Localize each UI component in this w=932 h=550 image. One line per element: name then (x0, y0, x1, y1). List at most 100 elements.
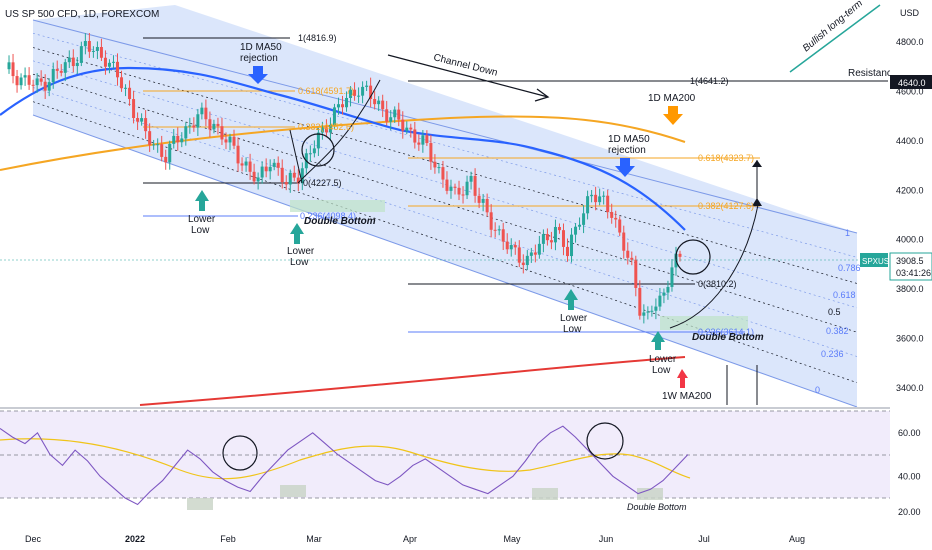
candle-body (83, 40, 87, 47)
candle-body (557, 226, 561, 231)
candle-body (224, 139, 228, 143)
candle-body (316, 132, 320, 149)
candle-body (570, 234, 574, 257)
candle-body (582, 213, 586, 225)
double-bottom-zone-1 (290, 200, 385, 212)
fib-label-f2-top: 1(4641.2) (690, 76, 729, 86)
candle-body (417, 142, 421, 145)
candle-body (272, 162, 276, 167)
candle-body (666, 286, 670, 293)
candle-body (300, 168, 304, 184)
candle-body (288, 172, 292, 185)
candle-body (23, 75, 27, 78)
candle-body (369, 85, 373, 100)
candle-body (136, 118, 140, 122)
rsi-zone-2 (280, 485, 306, 497)
arrow-up-green-icon (195, 190, 209, 211)
candle-body (509, 245, 513, 250)
candle-body (51, 68, 55, 83)
candle-body (156, 144, 160, 146)
highlight-circle-2 (675, 239, 711, 275)
candle-body (184, 126, 188, 139)
candle-body (236, 145, 240, 164)
candle-body (457, 187, 461, 195)
candle-body (642, 312, 646, 316)
channel-label-0236: 0.236 (821, 349, 844, 359)
candle-body (59, 70, 63, 73)
candle-body (164, 156, 168, 163)
candle-body (393, 109, 397, 118)
ma50-line (0, 66, 686, 231)
candle-body (658, 295, 662, 307)
arrow-down-blue-icon (615, 158, 635, 177)
candle-body (413, 129, 417, 143)
channel-label-0: 0 (815, 385, 820, 395)
candle-body (260, 166, 264, 178)
candle-body (670, 267, 674, 287)
candle-body (630, 257, 634, 260)
arrow-up-green-icon (564, 289, 578, 310)
fib-label-f2-236: 0.236(3614.1) (698, 327, 754, 337)
time-tick: Dec (25, 534, 42, 544)
candle-body (606, 195, 610, 213)
last-price-tag (889, 252, 932, 281)
candle-body (421, 135, 425, 145)
ma200-1d-line (0, 115, 686, 171)
candle-body (626, 250, 630, 258)
candle-body (521, 262, 525, 266)
time-tick: Mar (306, 534, 322, 544)
lower-low-3-line1: Lower (560, 313, 588, 324)
candle-body (244, 161, 248, 166)
candle-body (377, 100, 381, 105)
fib-label-f1-236: 0.236(4098.4) (300, 211, 356, 221)
candle-body (200, 107, 204, 115)
candle-body (208, 119, 212, 130)
candle-body (99, 47, 103, 58)
candle-body (240, 163, 244, 166)
price-tick: 4000.0 (896, 235, 924, 245)
candle-body (120, 77, 124, 89)
candle-body (232, 136, 236, 146)
lower-low-2-line1: Lower (287, 246, 315, 257)
candle-body (252, 171, 256, 182)
candle-body (172, 135, 176, 144)
time-tick: 2022 (125, 534, 145, 544)
candle-body (441, 167, 445, 180)
candle-body (437, 167, 441, 169)
fib-label-f2-618: 0.618(4323.7) (698, 153, 754, 163)
arrow-up-red-icon (677, 369, 688, 388)
candle-body (256, 177, 260, 182)
lower-low-4-line1: Lower (649, 354, 677, 365)
time-tick: May (503, 534, 521, 544)
candle-body (646, 311, 650, 313)
candle-body (349, 89, 353, 98)
time-axis[interactable] (0, 526, 932, 550)
channel-inner-line (32, 32, 858, 258)
candle-body (320, 127, 324, 133)
rsi-zone-3 (532, 488, 558, 500)
candle-body (433, 161, 437, 168)
candle-body (27, 75, 31, 85)
bullish-line (789, 4, 881, 73)
candle-body (248, 161, 252, 172)
candle-body (409, 127, 413, 130)
countdown-value: 03:41:26 (896, 268, 931, 278)
candle-body (11, 62, 15, 77)
rsi-zone-4 (637, 488, 663, 500)
candle-body (124, 87, 128, 89)
candle-body (341, 104, 344, 108)
candle-body (292, 172, 296, 178)
candle-body (332, 107, 336, 125)
double-bottom-label-2: Double Bottom (692, 332, 764, 343)
candle-body (116, 61, 119, 78)
candle-body (389, 117, 393, 122)
channel-bottom-line (32, 114, 858, 408)
projection-curve-2 (669, 204, 759, 329)
arrow-up-green-icon (290, 223, 304, 244)
candle-body (103, 57, 107, 67)
candle-body (276, 162, 280, 168)
ma50-rejection-1-line2: rejection (240, 53, 278, 64)
candle-body (144, 118, 148, 132)
candle-body (381, 100, 385, 110)
chart-title: US SP 500 CFD, 1D, FOREXCOM (5, 9, 159, 20)
